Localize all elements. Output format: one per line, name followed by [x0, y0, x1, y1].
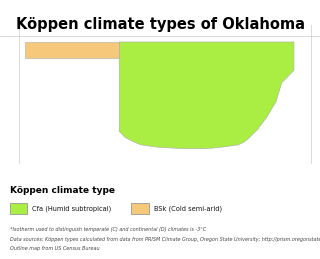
Text: Köppen climate types of Oklahoma: Köppen climate types of Oklahoma	[15, 17, 305, 32]
Text: Cfa (Humid subtropical): Cfa (Humid subtropical)	[32, 205, 111, 212]
Text: Data sources: Köppen types calculated from data from PRISM Climate Group, Oregon: Data sources: Köppen types calculated fr…	[10, 237, 320, 242]
Text: BSk (Cold semi-arid): BSk (Cold semi-arid)	[154, 205, 222, 212]
Text: *Isotherm used to distinguish temperate (C) and continental (D) climates is -3°C: *Isotherm used to distinguish temperate …	[10, 227, 206, 232]
Polygon shape	[25, 42, 119, 58]
Text: Köppen climate type: Köppen climate type	[10, 186, 115, 195]
Polygon shape	[119, 42, 294, 149]
Text: Outline map from US Census Bureau: Outline map from US Census Bureau	[10, 246, 99, 251]
